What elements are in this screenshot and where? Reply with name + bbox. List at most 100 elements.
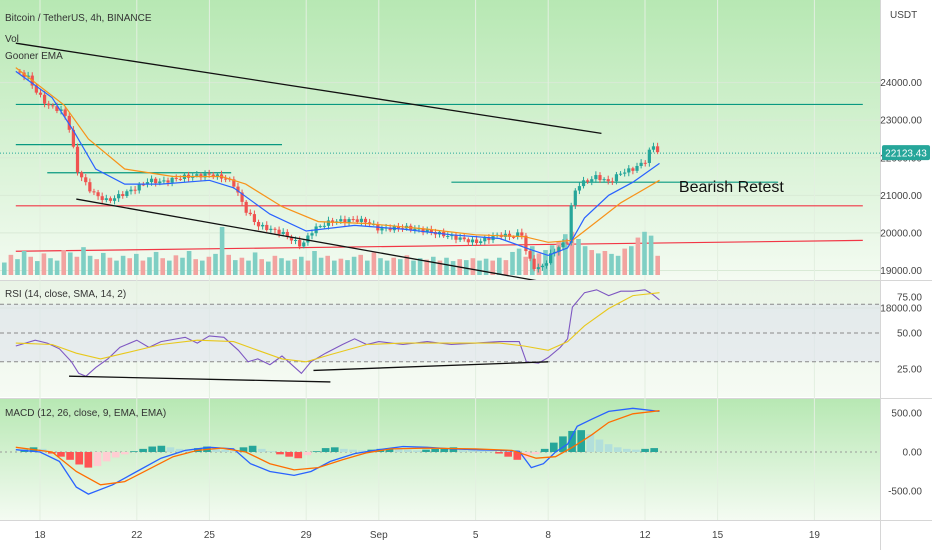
price-tick-label: 19000.00 bbox=[880, 266, 922, 277]
candle-body bbox=[610, 181, 614, 183]
candle-body bbox=[594, 175, 598, 180]
candle-body bbox=[67, 115, 71, 130]
volume-bar bbox=[305, 260, 311, 275]
time-tick-label: 22 bbox=[131, 530, 143, 541]
macd-histogram-bar bbox=[267, 451, 275, 452]
volume-bar bbox=[338, 258, 344, 275]
candle-body bbox=[170, 177, 174, 183]
macd-histogram-bar bbox=[513, 452, 522, 460]
candle-body bbox=[96, 192, 100, 197]
macd-histogram-bar bbox=[586, 434, 595, 452]
volume-bar bbox=[134, 253, 139, 275]
candle-body bbox=[26, 75, 30, 78]
candle-body bbox=[145, 182, 150, 185]
volume-bar bbox=[21, 251, 27, 275]
candle-body bbox=[215, 174, 219, 178]
macd-histogram-bar bbox=[257, 448, 266, 452]
macd-histogram-bar bbox=[175, 448, 184, 452]
candle-body bbox=[614, 174, 619, 182]
candle-body bbox=[507, 233, 512, 237]
candle-body bbox=[347, 219, 351, 223]
macd-histogram-bar bbox=[358, 450, 366, 452]
macd-histogram-bar bbox=[604, 444, 613, 452]
candle-body bbox=[631, 168, 635, 171]
candle-body bbox=[18, 71, 22, 73]
price-tick-label: 21000.00 bbox=[880, 191, 922, 202]
candle-body bbox=[248, 212, 252, 215]
macd-histogram-bar bbox=[403, 449, 412, 452]
macd-histogram-bar bbox=[549, 442, 558, 452]
candle-body bbox=[162, 180, 166, 182]
candle-body bbox=[536, 267, 540, 270]
candle-body bbox=[59, 109, 63, 111]
candle-body bbox=[166, 180, 170, 183]
volume-bar bbox=[140, 260, 146, 275]
volume-bar bbox=[622, 248, 627, 275]
macd-pane[interactable] bbox=[0, 399, 880, 520]
volume-bar bbox=[200, 260, 205, 275]
volume-bar bbox=[516, 248, 522, 275]
price-pane[interactable] bbox=[0, 0, 880, 280]
macd-histogram-bar bbox=[623, 448, 631, 452]
candle-body bbox=[388, 227, 392, 231]
volume-bar bbox=[378, 258, 383, 275]
price-scale[interactable] bbox=[880, 0, 932, 550]
macd-histogram-bar bbox=[130, 451, 138, 452]
macd-histogram-bar bbox=[330, 447, 339, 452]
volume-bar bbox=[266, 261, 271, 275]
macd-histogram-bar bbox=[93, 452, 102, 467]
volume-bar bbox=[497, 257, 502, 275]
volume-bar bbox=[54, 260, 60, 275]
macd-histogram-bar bbox=[212, 447, 220, 452]
candle-body bbox=[396, 226, 401, 229]
candle-body bbox=[42, 94, 47, 104]
macd-histogram-bar bbox=[613, 447, 622, 452]
rsi-legend: RSI (14, close, SMA, 14, 2) bbox=[5, 289, 126, 300]
volume-bar bbox=[233, 260, 238, 275]
rsi-trendline bbox=[69, 375, 331, 383]
volume-bar bbox=[351, 256, 357, 275]
candle-body bbox=[590, 179, 594, 182]
candle-body bbox=[532, 258, 536, 270]
volume-bar bbox=[279, 258, 284, 275]
time-tick-label: 8 bbox=[545, 530, 551, 541]
macd-series bbox=[0, 407, 880, 495]
candle-body bbox=[606, 179, 610, 182]
volume-bar bbox=[120, 255, 126, 275]
rsi-band bbox=[0, 304, 880, 362]
volume-bar bbox=[470, 258, 476, 275]
volume-bar bbox=[193, 259, 198, 275]
candle-body bbox=[511, 236, 516, 238]
candle-body bbox=[108, 198, 113, 201]
macd-histogram-bar bbox=[467, 449, 476, 452]
volume-bar bbox=[246, 260, 251, 275]
volume-bar bbox=[147, 257, 152, 275]
time-axis[interactable] bbox=[0, 520, 880, 550]
volume-bar bbox=[325, 255, 330, 275]
macd-histogram-bar bbox=[413, 450, 421, 452]
macd-histogram-bar bbox=[184, 449, 193, 452]
candle-body bbox=[483, 237, 487, 242]
candle-body bbox=[618, 173, 623, 175]
candle-body bbox=[326, 220, 331, 226]
time-tick-label: Sep bbox=[370, 530, 388, 541]
candle-body bbox=[454, 235, 458, 240]
volume-bar bbox=[213, 253, 218, 275]
ema-slow-line bbox=[15, 67, 660, 243]
level-line bbox=[15, 239, 863, 252]
volume-bar bbox=[398, 259, 403, 275]
candle-body bbox=[88, 182, 92, 192]
volume-bar bbox=[563, 234, 568, 275]
macd-histogram-bar bbox=[285, 452, 293, 457]
volume-bar bbox=[107, 257, 113, 275]
price-tick-label: 20000.00 bbox=[880, 228, 922, 239]
candle-body bbox=[413, 228, 417, 231]
macd-histogram-bar bbox=[559, 436, 567, 452]
volume-bar bbox=[358, 254, 363, 275]
time-tick-label: 12 bbox=[639, 530, 651, 541]
volume-bar bbox=[556, 241, 561, 275]
candle-body bbox=[265, 224, 269, 231]
candle-body bbox=[154, 178, 158, 184]
macd-histogram-bar bbox=[121, 452, 129, 455]
